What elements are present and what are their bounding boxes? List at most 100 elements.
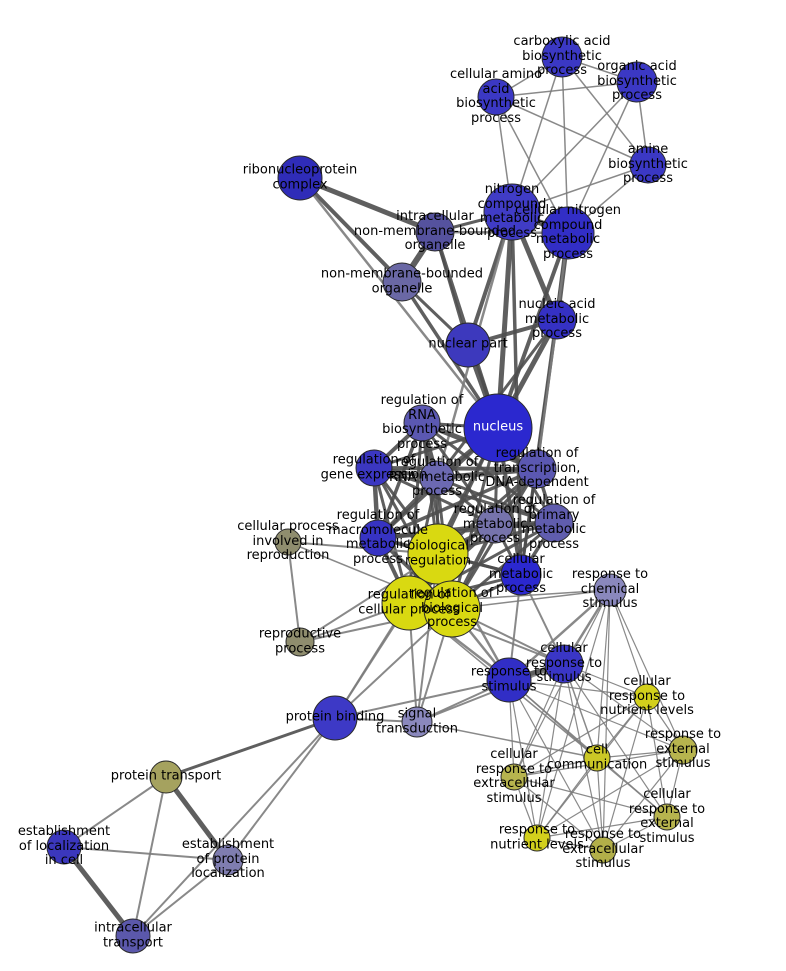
node-rs[interactable]: [486, 657, 532, 703]
edge-crs-cresx: [513, 663, 565, 778]
node-cpir[interactable]: [274, 528, 302, 556]
edge-rcs-res: [609, 589, 684, 751]
edge-crs-res: [563, 663, 684, 751]
edge-epl-pb: [227, 717, 336, 861]
edge-pt-epl: [163, 775, 231, 862]
edge-rrm-rpm: [436, 476, 555, 525]
node-rpm[interactable]: [534, 503, 574, 543]
node-cncm[interactable]: [541, 206, 595, 260]
edge-crnl-crese: [646, 696, 668, 818]
edge-elc-it: [62, 845, 135, 938]
node-am[interactable]: [629, 146, 667, 184]
edge-pt-elc: [63, 776, 167, 848]
edge-cc-rnl: [536, 757, 598, 839]
edge-st-cc: [416, 721, 598, 759]
edge-layer: [62, 56, 684, 938]
node-epl[interactable]: [212, 844, 244, 876]
node-rge[interactable]: [355, 449, 393, 487]
node-cm[interactable]: [500, 554, 542, 596]
edge-crs-rexs: [563, 663, 604, 851]
node-rrb[interactable]: [403, 404, 441, 442]
edge-rtd-rge: [373, 466, 538, 471]
edge-cresx-crese: [513, 776, 668, 818]
edge-rnp-inmb: [299, 175, 436, 235]
node-np[interactable]: [445, 322, 491, 368]
edge-crs-st: [416, 663, 565, 723]
node-crs[interactable]: [544, 644, 584, 684]
edge-pb-pt: [165, 716, 336, 779]
edge-pt-it: [132, 776, 167, 937]
edge-rcs-rnl: [536, 589, 611, 839]
node-nam[interactable]: [537, 300, 577, 340]
node-elc[interactable]: [46, 829, 82, 865]
edge-rcs-rexs: [602, 589, 611, 851]
node-ncm[interactable]: [483, 183, 541, 241]
edge-aa-am: [495, 96, 649, 166]
edge-ncm-nuc: [495, 211, 515, 429]
node-rbp[interactable]: [423, 580, 481, 638]
node-st[interactable]: [401, 706, 433, 738]
edge-oa-cncm: [567, 81, 638, 234]
node-rmm[interactable]: [359, 519, 397, 557]
node-crnl[interactable]: [633, 683, 661, 711]
edge-rnp-nmb: [298, 176, 404, 284]
edge-rcs-crnl: [609, 589, 648, 698]
edge-rs-rnl: [508, 679, 538, 839]
edge-rtd-rmm: [377, 467, 538, 540]
edge-cc-rexs: [596, 757, 604, 851]
node-rp[interactable]: [285, 627, 315, 657]
edge-oa-ncm: [511, 81, 638, 213]
node-ca[interactable]: [541, 36, 583, 78]
edge-rs-rexs: [508, 679, 604, 851]
edge-nam-rtd: [535, 319, 559, 470]
node-crese[interactable]: [653, 803, 681, 831]
node-rnl[interactable]: [523, 824, 551, 852]
node-rtd[interactable]: [517, 449, 557, 489]
edge-cc-cresx: [513, 757, 598, 778]
edge-epl-it: [132, 859, 229, 937]
node-nmb[interactable]: [382, 262, 422, 302]
edge-it-pb: [132, 717, 336, 937]
node-res[interactable]: [668, 735, 698, 765]
node-inmb[interactable]: [415, 212, 455, 252]
node-layer: [46, 36, 698, 954]
edge-cncm-nuc: [496, 232, 570, 429]
edge-cpir-rp: [287, 541, 301, 643]
node-aa[interactable]: [477, 78, 515, 116]
node-cc[interactable]: [583, 744, 611, 772]
edge-rs-pb: [334, 679, 510, 719]
node-rexs[interactable]: [589, 836, 617, 864]
edge-rge-rpm: [373, 466, 555, 525]
edge-oa-aa: [495, 81, 638, 98]
edge-rrb-rcp: [407, 422, 424, 604]
node-br[interactable]: [407, 523, 469, 585]
edge-cc-crese: [596, 757, 668, 818]
node-rcs[interactable]: [593, 573, 627, 607]
node-cresx[interactable]: [500, 763, 528, 791]
node-pt[interactable]: [149, 760, 183, 794]
edge-rnp-nuc: [299, 177, 499, 429]
edge-res-rnl: [536, 749, 684, 839]
edge-ca-cncm: [561, 56, 569, 234]
node-rnp[interactable]: [277, 155, 323, 201]
node-nuc[interactable]: [463, 393, 533, 463]
node-rm[interactable]: [476, 506, 514, 544]
edge-ca-am: [561, 56, 649, 166]
edge-rcs-rs: [508, 589, 611, 681]
edge-rge-rm: [373, 466, 496, 527]
edge-crnl-cresx: [513, 696, 648, 778]
node-rrm[interactable]: [419, 460, 455, 496]
edge-crs-rnl: [536, 663, 565, 839]
edge-rcs-cc: [596, 589, 611, 759]
edge-crese-rnl: [536, 816, 668, 839]
edge-rcs-cresx: [513, 589, 611, 778]
edge-cresx-rexs: [513, 776, 604, 851]
edge-rs-crnl: [508, 679, 648, 698]
edge-elc-epl: [63, 846, 229, 861]
node-it[interactable]: [115, 918, 151, 954]
node-pb[interactable]: [312, 695, 358, 741]
edge-res-rexs: [602, 749, 684, 851]
node-oa[interactable]: [616, 61, 658, 103]
